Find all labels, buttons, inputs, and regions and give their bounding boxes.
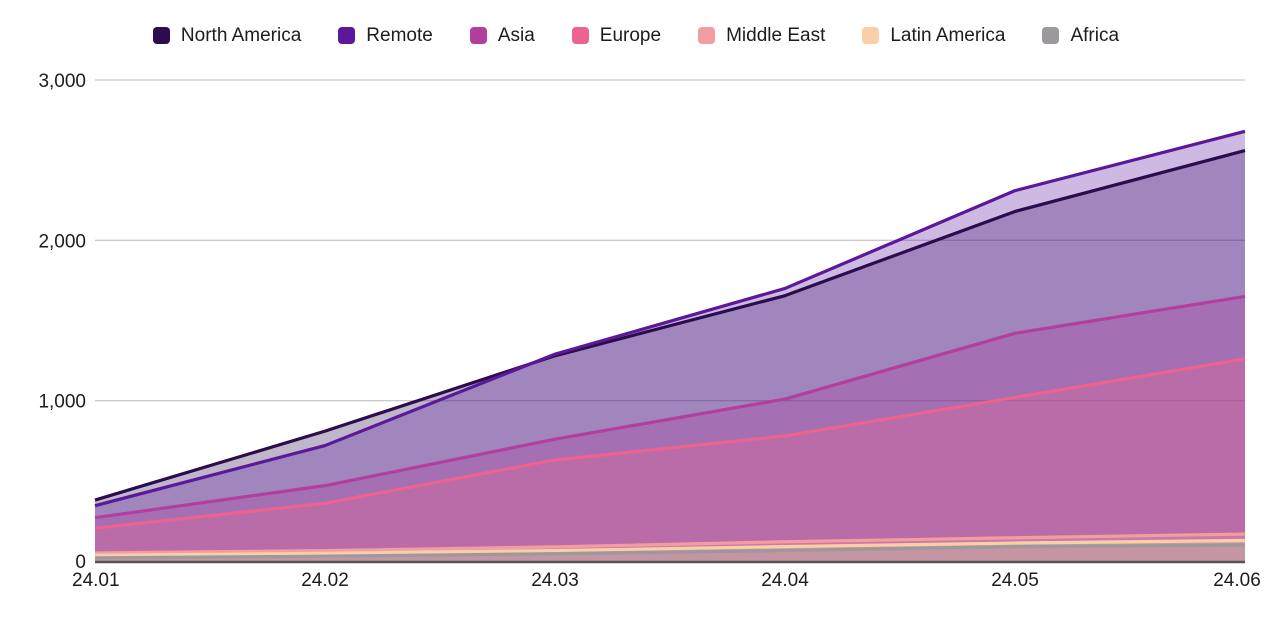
legend-item-middle-east[interactable]: Middle East [698,26,825,45]
x-tick-label-24.06: 24.06 [1213,570,1261,591]
legend-item-europe[interactable]: Europe [571,25,662,46]
legend-swatch-icon [469,27,487,44]
x-tick-label-24.04: 24.04 [761,570,809,591]
area-line-middle-east [94,532,1246,555]
area-fill-europe [95,358,1245,561]
legend-item-africa[interactable]: Africa [1042,26,1119,45]
x-tick-label-24.05: 24.05 [991,570,1039,591]
legend-label: Latin America [890,25,1006,46]
y-tick-label-1000: 1,000 [38,392,86,413]
legend-swatch-icon [338,27,356,44]
chart-legend: North America Remote Asia Europe Middle East… [0,26,1272,45]
y-tick-label-3000: 3,000 [38,71,86,92]
legend-swatch-icon [1042,27,1060,44]
area-fill-north-america [95,150,1245,561]
legend-label: Africa [1070,25,1120,46]
area-line-north-america [94,149,1246,502]
legend-swatch-icon [152,27,170,44]
x-tick-label-24.03: 24.03 [531,570,579,591]
area-line-remote [94,129,1246,508]
legend-item-remote[interactable]: Remote [338,26,433,45]
legend-label: Middle East [726,25,826,46]
legend-label: North America [180,25,302,46]
x-tick-label-24.02: 24.02 [301,570,349,591]
legend-label: Remote [366,25,433,46]
area-line-latin-america [94,538,1246,557]
y-tick-label-2000: 2,000 [38,231,86,252]
legend-label: Asia [497,25,535,46]
area-fill-asia [95,296,1245,561]
legend-swatch-icon [862,27,880,44]
y-tick-label-0: 0 [75,552,86,573]
legend-label: Europe [599,25,662,46]
legend-item-asia[interactable]: Asia [469,25,535,46]
area-fill-remote [95,131,1245,561]
legend-item-latin-america[interactable]: Latin America [862,26,1005,45]
area-line-europe [94,357,1246,530]
legend-swatch-icon [571,27,589,44]
x-tick-label-24.01: 24.01 [72,570,120,591]
legend-item-north-america[interactable]: North America [152,25,302,46]
area-line-africa [94,543,1246,560]
legend-swatch-icon [698,27,716,44]
area-line-asia [94,294,1246,520]
